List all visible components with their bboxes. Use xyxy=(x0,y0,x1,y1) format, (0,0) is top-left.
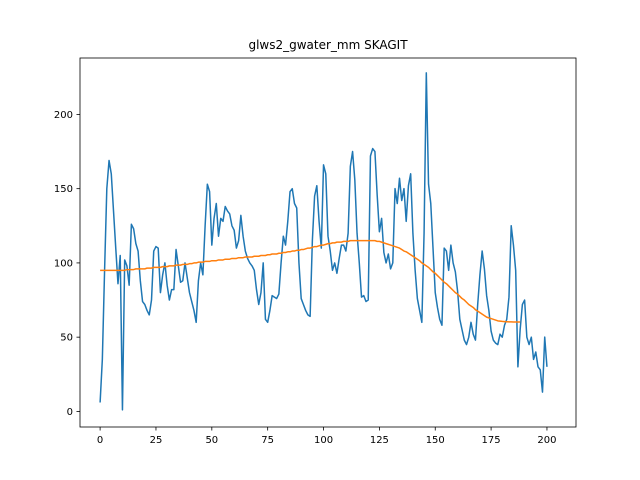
y-tick-label: 200 xyxy=(54,110,73,121)
x-tick-label: 175 xyxy=(482,435,501,446)
x-tick-label: 150 xyxy=(426,435,445,446)
x-tick-label: 75 xyxy=(261,435,274,446)
y-axis: 0 50 100 150 200 xyxy=(54,110,80,418)
x-tick-label: 0 xyxy=(97,435,103,446)
x-tick-label: 25 xyxy=(150,435,163,446)
y-tick-label: 0 xyxy=(67,407,73,418)
x-tick-label: 125 xyxy=(370,435,389,446)
series-line-1 xyxy=(99,72,548,411)
chart-title: glws2_gwater_mm SKAGIT xyxy=(248,38,408,52)
x-axis: 0 25 50 75 100 125 150 175 200 xyxy=(97,427,557,446)
y-tick-label: 100 xyxy=(54,258,73,269)
plot-frame xyxy=(79,57,577,428)
x-tick-label: 100 xyxy=(314,435,333,446)
x-tick-label: 200 xyxy=(537,435,556,446)
y-tick-label: 150 xyxy=(54,184,73,195)
plot-area xyxy=(99,72,548,411)
y-tick-label: 50 xyxy=(60,333,73,344)
series-line-2 xyxy=(100,239,521,323)
x-tick-label: 50 xyxy=(205,435,218,446)
